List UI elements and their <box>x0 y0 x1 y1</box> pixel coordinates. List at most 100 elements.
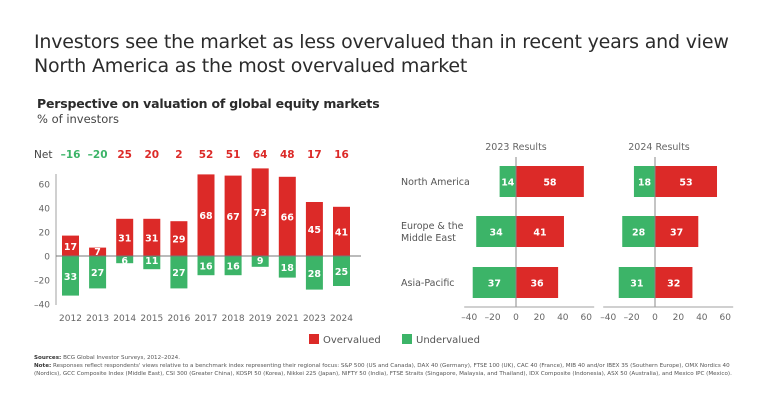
y-tick-label: 40 <box>39 205 51 215</box>
bar-overvalued <box>143 218 161 256</box>
region-label: Europe & the <box>401 221 464 232</box>
sources-text: BCG Global Investor Surveys, 2012–2024. <box>63 355 180 361</box>
bar-undervalued <box>197 256 215 276</box>
bar-undervalued <box>305 256 323 290</box>
x-tick-label: 20 <box>534 313 546 323</box>
panel-title: 2024 Results <box>628 142 690 153</box>
bar-overvalued <box>278 176 296 256</box>
data-label-overvalued: 53 <box>679 178 692 189</box>
x-tick-label: 2014 <box>113 314 136 324</box>
data-label-overvalued: 66 <box>281 212 295 223</box>
data-label-undervalued: 28 <box>632 228 646 239</box>
x-tick-label: 0 <box>652 313 658 323</box>
legend-label-undervalued: Undervalued <box>416 335 480 346</box>
sources-line: Sources: BCG Global Investor Surveys, 20… <box>34 354 754 362</box>
bar-undervalued <box>278 256 296 278</box>
x-tick-label: 2023 <box>303 314 326 324</box>
bar-undervalued <box>62 256 79 296</box>
data-label-overvalued: 58 <box>543 178 557 189</box>
hbar-undervalued <box>472 267 516 298</box>
x-tick-label: –20 <box>624 313 640 323</box>
data-label-undervalued: 16 <box>199 262 213 273</box>
data-label-undervalued: 6 <box>121 256 128 267</box>
data-label-overvalued: 7 <box>94 247 101 258</box>
y-tick-label: –40 <box>34 301 50 311</box>
hbar-undervalued <box>476 216 516 247</box>
data-label-undervalued: 9 <box>257 256 264 267</box>
x-tick-label: 20 <box>673 313 685 323</box>
x-tick-label: 2013 <box>86 314 109 324</box>
hbar-overvalued <box>516 166 584 197</box>
bar-overvalued <box>62 235 79 256</box>
bar-overvalued <box>116 218 134 256</box>
bar-undervalued <box>251 256 269 267</box>
bar-undervalued <box>170 256 188 289</box>
data-label-overvalued: 29 <box>172 235 185 246</box>
legend-swatch-overvalued <box>309 334 319 344</box>
net-value: –20 <box>88 149 108 161</box>
x-tick-label: 60 <box>580 313 592 323</box>
headline-line-2: North America as the most overvalued mar… <box>34 55 468 77</box>
net-value: 48 <box>280 149 295 161</box>
bar-overvalued <box>197 174 215 256</box>
bar-undervalued <box>224 256 242 276</box>
y-tick-label: 60 <box>39 181 51 191</box>
data-label-overvalued: 68 <box>199 211 213 222</box>
data-label-overvalued: 31 <box>118 233 131 244</box>
net-value: 52 <box>199 149 214 161</box>
data-label-undervalued: 37 <box>488 279 501 290</box>
data-label-overvalued: 67 <box>226 212 239 223</box>
bar-undervalued <box>116 256 134 264</box>
data-label-undervalued: 16 <box>226 262 240 273</box>
x-tick-label: 0 <box>513 313 519 323</box>
x-tick-label: 2018 <box>222 314 245 324</box>
bar-overvalued <box>89 247 107 256</box>
x-tick-label: 2016 <box>167 314 190 324</box>
x-tick-label: 40 <box>696 313 708 323</box>
x-tick-label: 2019 <box>249 314 272 324</box>
data-label-overvalued: 36 <box>530 279 544 290</box>
net-value: 64 <box>253 149 268 161</box>
hbar-overvalued <box>655 267 693 298</box>
x-tick-label: 40 <box>557 313 569 323</box>
net-value: 25 <box>117 149 132 161</box>
x-tick-label: 2017 <box>195 314 218 324</box>
note-text: Responses reflect respondents' views rel… <box>34 363 732 377</box>
unit-label: % of investors <box>37 112 119 126</box>
net-value: 17 <box>307 149 322 161</box>
hbar-undervalued <box>622 216 655 247</box>
y-tick-label: 0 <box>44 253 50 263</box>
data-label-undervalued: 11 <box>145 256 158 267</box>
data-label-overvalued: 73 <box>254 208 267 219</box>
region-label: Middle East <box>401 233 456 244</box>
net-value: 2 <box>175 149 182 161</box>
net-value: –16 <box>61 149 81 161</box>
data-label-overvalued: 37 <box>670 228 683 239</box>
bar-overvalued <box>170 221 188 256</box>
data-label-undervalued: 33 <box>64 272 77 283</box>
data-label-undervalued: 18 <box>281 263 295 274</box>
x-tick-label: –40 <box>600 313 616 323</box>
y-tick-label: –20 <box>34 277 50 287</box>
data-label-undervalued: 25 <box>335 267 348 278</box>
hbar-overvalued <box>516 267 559 298</box>
x-tick-label: 2012 <box>59 314 82 324</box>
hbar-overvalued <box>655 216 699 247</box>
data-label-undervalued: 31 <box>630 279 643 290</box>
bar-undervalued <box>143 256 161 270</box>
hbar-undervalued <box>499 166 516 197</box>
legend-swatch-undervalued <box>402 334 412 344</box>
data-label-undervalued: 27 <box>172 268 185 279</box>
net-value: 16 <box>334 149 349 161</box>
bar-undervalued <box>89 256 107 289</box>
hbar-overvalued <box>655 166 718 197</box>
legend-label-overvalued: Overvalued <box>323 335 381 346</box>
region-label: North America <box>401 177 470 188</box>
bar-overvalued <box>333 206 350 256</box>
bar-undervalued <box>333 256 350 286</box>
sources-label: Sources: <box>34 355 62 361</box>
footer: Sources: BCG Global Investor Surveys, 20… <box>34 354 754 378</box>
data-label-undervalued: 34 <box>489 228 503 239</box>
headline-line-1: Investors see the market as less overval… <box>34 31 729 53</box>
